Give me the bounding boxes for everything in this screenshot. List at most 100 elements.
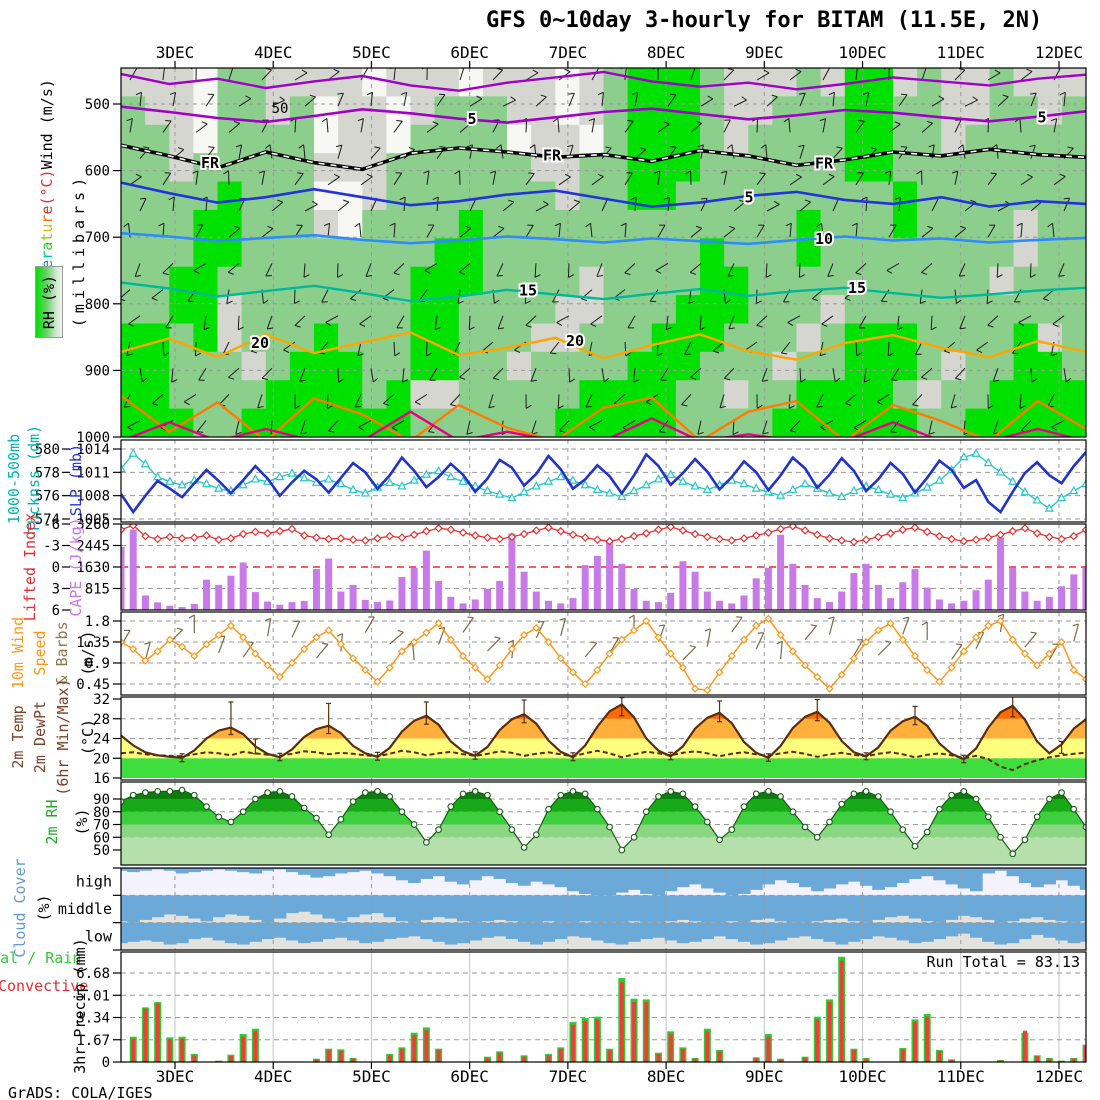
contour-label-freezing-level: FR — [543, 147, 562, 165]
axis-tick-label: 1630 — [76, 560, 110, 576]
axis-tick-label: 600 — [85, 164, 110, 180]
total-rain-label: Total / Rain — [0, 949, 82, 967]
axis-tick-label: 0 — [52, 560, 60, 576]
top-day-label: 5DEC — [352, 43, 391, 62]
dewpoint-label: 2m DewPt — [31, 700, 49, 774]
axis-tick-label: 2445 — [76, 539, 110, 555]
precip-border — [120, 951, 1087, 1063]
contour-label-temp-neg5: 5 — [467, 110, 476, 128]
wind-axis-label: Wind (m/s) — [38, 79, 56, 170]
axis-tick-label: 1.35 — [76, 635, 110, 651]
contour-temp-10 — [121, 231, 1086, 246]
axis-tick-label: 1000 — [76, 430, 110, 446]
rh2m-panel — [121, 782, 1086, 865]
contour-label-freezing-level: FR — [201, 154, 220, 172]
wind10m-panel — [121, 612, 1086, 695]
wind-speed-label: Speed — [31, 630, 49, 676]
contour-temp-5 — [121, 181, 1086, 208]
slp-border — [120, 439, 1087, 523]
axis-tick-label: 24 — [93, 732, 110, 748]
rh2m-label: 2m RH — [43, 799, 61, 845]
axis-tick-label: 6 — [52, 603, 60, 619]
axis-tick-label: 0.9 — [85, 656, 110, 672]
temp2m-unit-label: (°C) — [79, 718, 97, 756]
run-total-label: Run Total = 83.13 — [926, 953, 1080, 971]
axis-tick-label: 1.8 — [85, 614, 110, 630]
axis-tick-label: -6 — [43, 517, 60, 533]
axis-tick-label: 900 — [85, 363, 110, 379]
grads-credit: GrADS: COLA/IGES — [8, 1084, 153, 1100]
contour-label-temp-15: 15 — [519, 282, 537, 300]
top-day-label: 10DEC — [838, 43, 886, 62]
thickness-label-1: 1000-500mb — [5, 433, 23, 525]
axis-tick-label: 3 — [52, 582, 60, 598]
temp-line — [121, 703, 1086, 761]
surface-wind-barbs — [121, 613, 1080, 661]
bottom-day-label: 12DEC — [1035, 1067, 1083, 1086]
wind-unit-label: (m/s) — [79, 630, 97, 676]
millibars-axis-label: (millibars) — [70, 172, 88, 328]
axis-tick-label: -3 — [43, 539, 60, 555]
contour-label-temp-10: 10 — [815, 230, 833, 248]
contour-label-temp-5: 5 — [744, 188, 753, 206]
rh50-contour-label: 50 — [272, 101, 289, 117]
axis-tick-label: 60 — [93, 830, 110, 846]
rh-shading — [121, 68, 1086, 437]
top-day-label: 11DEC — [937, 43, 985, 62]
top-day-label: 12DEC — [1035, 43, 1083, 62]
slp-axis-label: SLP (mb) — [67, 443, 85, 517]
top-day-label: 9DEC — [745, 43, 784, 62]
contour-temp-30 — [128, 410, 1075, 437]
axis-tick-label: 20 — [93, 751, 110, 767]
precip-bars — [129, 956, 1086, 1062]
bottom-day-label: 3DEC — [156, 1067, 195, 1086]
cape-bars — [121, 529, 1086, 610]
upper-air-panel: 5 5 FR FR FR 5 10 15 15 20 20 50 — [121, 68, 1086, 437]
bottom-day-label: 9DEC — [745, 1067, 784, 1086]
top-day-label: 6DEC — [450, 43, 489, 62]
page-title: GFS 0~10day 3-hourly for BITAM (11.5E, 2… — [486, 8, 1043, 33]
axis-tick-label: 576 — [35, 489, 60, 505]
temperature-unit-label: (°C) — [38, 169, 56, 206]
contour-temp-neg5 — [121, 105, 1086, 124]
wind-barbs-label: & Barbs — [53, 621, 71, 685]
axis-tick-label: 578 — [35, 465, 60, 481]
rh2m-unit-label: (%) — [73, 808, 91, 836]
contour-temp-neg10 — [121, 70, 1086, 92]
top-day-label: 3DEC — [156, 43, 195, 62]
axis-tick-label: 5.01 — [76, 988, 110, 1004]
contour-label-temp-neg5: 5 — [1037, 108, 1046, 126]
contour-label-temp-20: 20 — [251, 334, 269, 352]
axis-tick-label: 1005 — [76, 512, 110, 528]
axis-tick-label: 28 — [93, 712, 110, 728]
cloud-category-label: low — [85, 927, 113, 945]
axis-tick-label: 1.67 — [76, 1033, 110, 1049]
upper-wind-barbs — [121, 68, 1074, 436]
wind-speed-line — [121, 617, 1086, 691]
axis-tick-label: 90 — [93, 792, 110, 808]
rh2m-border — [120, 781, 1087, 866]
precip-axis-label: 3hr Precip (mm) — [71, 938, 89, 1074]
wind10m-label: 10m Wind — [9, 616, 27, 690]
axis-tick-label: 80 — [93, 805, 110, 821]
cloud-bars-high — [121, 868, 1086, 896]
bottom-day-label: 11DEC — [937, 1067, 985, 1086]
axis-tick-label: 3260 — [76, 517, 110, 533]
contour-temp-25 — [121, 394, 1086, 437]
axis-tick-label: 0.45 — [76, 677, 110, 693]
axis-tick-label: 0 — [102, 1055, 110, 1071]
precip-panel: Run Total = 83.13 — [121, 952, 1086, 1062]
slp-line — [121, 451, 1086, 515]
temp2m-panel — [121, 697, 1086, 780]
top-day-label: 4DEC — [254, 43, 293, 62]
bottom-day-label: 8DEC — [647, 1067, 686, 1086]
rh-markers — [121, 786, 1086, 858]
axis-tick-label: 580 — [35, 442, 60, 458]
slp-panel — [121, 440, 1086, 522]
contour-temp-20 — [121, 331, 1086, 361]
li-markers — [121, 524, 1086, 547]
bottom-day-label: 6DEC — [450, 1067, 489, 1086]
axis-tick-label: 800 — [85, 297, 110, 313]
cloud-bars-middle — [121, 895, 1086, 923]
